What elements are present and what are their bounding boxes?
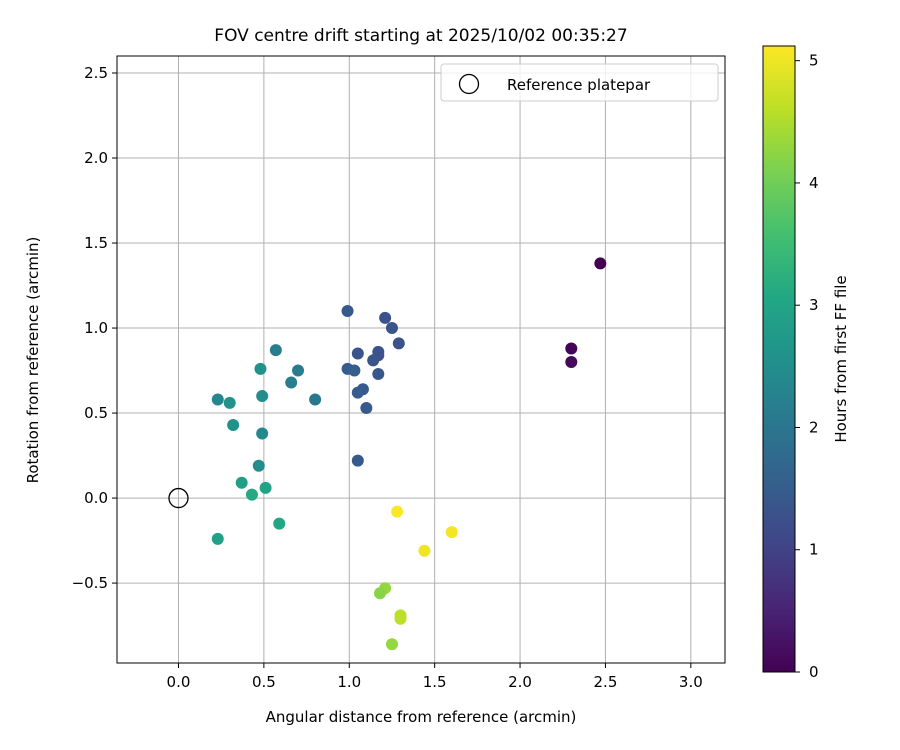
scatter-point <box>351 386 364 399</box>
x-tick-label: 0.0 <box>167 673 191 691</box>
scatter-point <box>379 311 392 324</box>
scatter-point <box>565 356 578 369</box>
x-tick-label: 3.0 <box>679 673 703 691</box>
scatter-point <box>285 376 298 389</box>
chart-title: FOV centre drift starting at 2025/10/02 … <box>214 26 627 46</box>
scatter-point <box>392 337 405 350</box>
scatter-point <box>372 367 385 380</box>
scatter-point <box>256 390 269 403</box>
scatter-point <box>252 459 265 472</box>
scatter-point <box>394 612 407 625</box>
scatter-point <box>259 481 272 494</box>
scatter-point <box>269 344 282 357</box>
scatter-point <box>367 354 380 367</box>
plot-frame <box>116 55 726 664</box>
colorbar-tick-label: 3 <box>809 296 819 314</box>
scatter-point <box>245 488 258 501</box>
y-tick-label: 2.0 <box>84 149 108 167</box>
scatter-point <box>256 427 269 440</box>
scatter-point <box>273 517 286 530</box>
scatter-point <box>235 476 248 489</box>
y-tick-label: 2.5 <box>84 64 108 82</box>
colorbar-gradient <box>762 45 796 673</box>
colorbar-tick-label: 1 <box>809 541 819 559</box>
legend-box <box>440 63 719 102</box>
scatter-point <box>341 305 354 318</box>
scatter-point <box>348 364 361 377</box>
scatter-point <box>351 454 364 467</box>
colorbar-label: Hours from first FF file <box>832 275 850 442</box>
y-tick-label: 0.5 <box>84 404 108 422</box>
y-axis-label: Rotation from reference (arcmin) <box>24 237 42 484</box>
colorbar-ticks: 0 1 2 3 4 5 <box>795 52 819 681</box>
x-axis-label: Angular distance from reference (arcmin) <box>266 708 577 726</box>
data-points <box>168 257 607 651</box>
x-axis-ticks: 0.0 0.5 1.0 1.5 2.0 2.5 3.0 <box>167 663 703 691</box>
scatter-point <box>391 505 404 518</box>
x-tick-label: 1.5 <box>423 673 447 691</box>
y-tick-label: 1.0 <box>84 319 108 337</box>
y-axis-ticks: −0.5 0.0 0.5 1.0 1.5 2.0 2.5 <box>72 64 117 592</box>
colorbar-tick-label: 5 <box>809 52 819 70</box>
scatter-point <box>565 342 578 355</box>
legend: Reference platepar <box>440 63 719 102</box>
scatter-point <box>223 396 236 409</box>
colorbar-tick-label: 2 <box>809 418 819 436</box>
colorbar: 0 1 2 3 4 5 Hours from first FF file <box>762 45 850 681</box>
scatter-point <box>211 393 224 406</box>
legend-entry-reference: Reference platepar <box>507 76 651 94</box>
scatter-point <box>594 257 607 270</box>
scatter-point <box>351 347 364 360</box>
y-tick-label: 1.5 <box>84 234 108 252</box>
scatter-point <box>445 526 458 539</box>
scatter-point <box>360 401 373 414</box>
scatter-point <box>211 532 224 545</box>
legend-marker-icon <box>458 73 480 95</box>
scatter-point <box>385 638 398 651</box>
scatter-point <box>385 322 398 335</box>
colorbar-tick-label: 0 <box>809 663 819 681</box>
x-tick-label: 2.5 <box>594 673 618 691</box>
x-tick-label: 2.0 <box>508 673 532 691</box>
y-tick-label: 0.0 <box>84 489 108 507</box>
y-tick-label: −0.5 <box>72 574 108 592</box>
scatter-point <box>254 362 267 375</box>
grid <box>117 56 725 663</box>
colorbar-tick-label: 4 <box>809 174 819 192</box>
x-tick-label: 0.5 <box>252 673 276 691</box>
scatter-point <box>374 587 387 600</box>
scatter-point <box>292 364 305 377</box>
scatter-point <box>309 393 322 406</box>
x-tick-label: 1.0 <box>337 673 361 691</box>
reference-point-marker <box>168 487 189 509</box>
scatter-point <box>418 544 431 557</box>
scatter-point <box>227 418 240 431</box>
